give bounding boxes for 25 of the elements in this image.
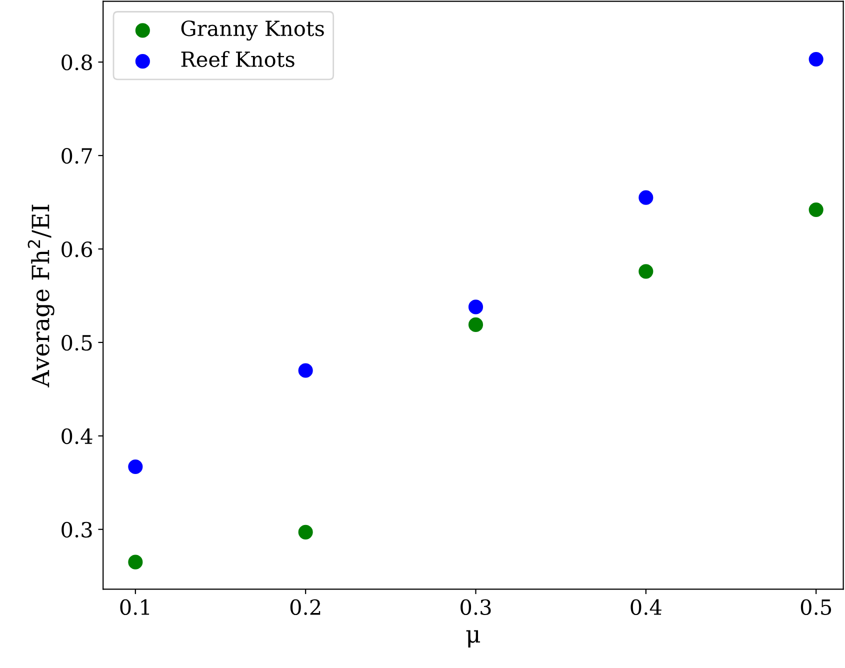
y-tick-label: 0.8 — [62, 54, 92, 70]
point — [128, 459, 143, 474]
point — [468, 300, 484, 314]
legend-label: Granny Knots — [181, 20, 324, 41]
y-tick-label: 0.4 — [62, 428, 92, 444]
x-tick-label: 0.2 — [290, 599, 320, 616]
y-tick-label: 0.6 — [62, 241, 92, 258]
point — [298, 524, 313, 540]
point — [808, 52, 824, 67]
y-tick-label: 0.5 — [62, 334, 92, 351]
point — [468, 317, 484, 332]
point — [298, 363, 313, 378]
point — [128, 554, 143, 570]
point — [808, 202, 824, 218]
x-axis-title: μ — [466, 630, 480, 648]
x-tick-label: 0.1 — [120, 599, 150, 616]
x-tick-label: 0.4 — [630, 599, 662, 616]
x-tick-label: 0.5 — [800, 599, 832, 616]
y-axis-title: Average Fh$^{2}$/EI — [28, 204, 54, 388]
legend-label: Reef Knots — [181, 50, 294, 68]
point — [638, 190, 654, 205]
y-tick-label: 0.7 — [62, 148, 92, 164]
x-tick-label: 0.3 — [460, 599, 491, 616]
point — [638, 264, 654, 279]
y-tick-label: 0.3 — [62, 522, 92, 538]
